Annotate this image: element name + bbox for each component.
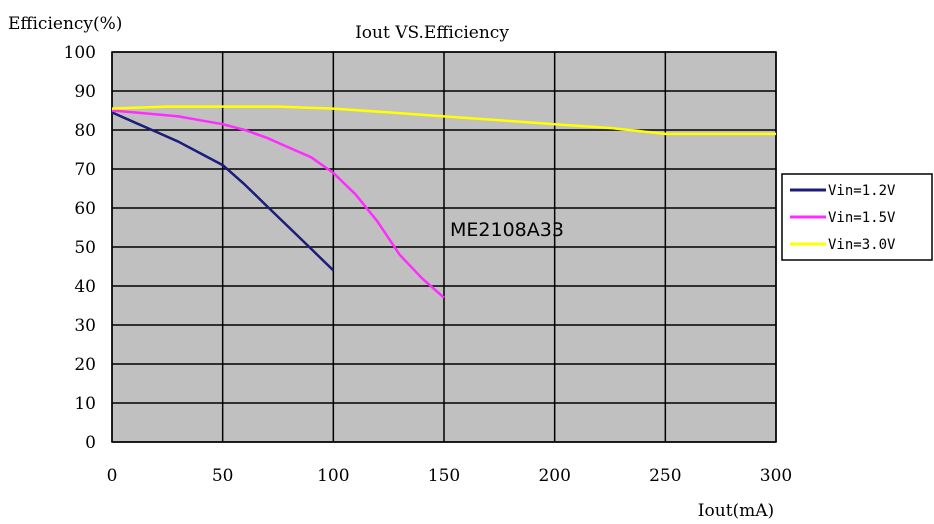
legend-label-3: Vin=3.0V [828,237,896,253]
y-tick-label: 100 [64,43,96,63]
series-line-3 [111,105,776,136]
x-tick-label: 50 [212,466,234,486]
legend-label-2: Vin=1.5V [828,210,896,226]
x-tick-label: 100 [317,466,349,486]
x-tick-label: 300 [760,466,792,486]
y-tick-label: 90 [74,82,96,102]
y-tick-label: 80 [74,121,96,141]
y-tick-label: 0 [85,433,96,453]
y-tick-labels: 0 10 20 30 40 50 60 70 80 90 100 [64,43,96,453]
x-tick-labels: 0 50 100 150 200 250 300 [107,466,793,486]
series-line-2 [111,109,445,299]
grid-lines [111,51,777,443]
x-tick-label: 250 [649,466,681,486]
y-tick-label: 20 [74,355,96,375]
series-lines [111,105,776,299]
legend: Vin=1.2V Vin=1.5V Vin=3.0V [781,173,933,261]
legend-label-1: Vin=1.2V [828,183,896,199]
x-tick-label: 0 [107,466,118,486]
x-tick-label: 150 [428,466,460,486]
y-tick-label: 50 [74,238,96,258]
y-axis-label: Efficiency(%) [8,14,122,34]
chart-title: Iout VS.Efficiency [355,23,509,43]
y-tick-label: 40 [74,277,96,297]
y-tick-label: 30 [74,316,96,336]
x-axis-label: Iout(mA) [698,501,774,521]
x-tick-label: 200 [538,466,570,486]
model-annotation: ME2108A33 [450,219,564,241]
y-tick-label: 60 [74,199,96,219]
y-tick-label: 70 [74,160,96,180]
y-tick-label: 10 [74,394,96,414]
series-line-1 [111,111,335,272]
